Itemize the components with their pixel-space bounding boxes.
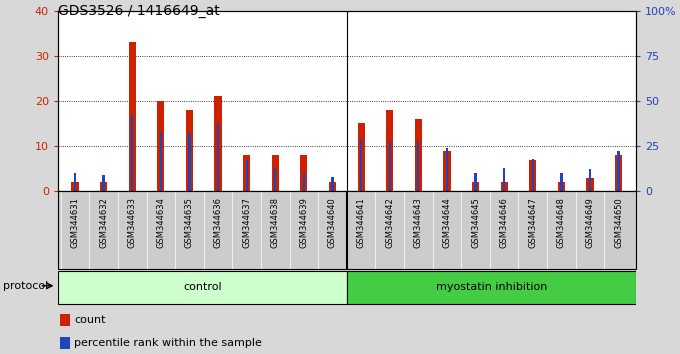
Text: GDS3526 / 1416649_at: GDS3526 / 1416649_at bbox=[58, 4, 220, 18]
Text: GSM344649: GSM344649 bbox=[585, 198, 594, 248]
Text: GSM344643: GSM344643 bbox=[414, 198, 423, 248]
Bar bbox=[503, 168, 505, 191]
Bar bbox=[129, 42, 136, 191]
Bar bbox=[301, 155, 307, 191]
Text: control: control bbox=[183, 282, 222, 292]
Text: GSM344640: GSM344640 bbox=[328, 198, 337, 248]
Text: GSM344633: GSM344633 bbox=[128, 198, 137, 249]
Text: GSM344642: GSM344642 bbox=[386, 198, 394, 248]
Bar bbox=[188, 133, 190, 191]
Text: GSM344635: GSM344635 bbox=[185, 198, 194, 248]
Bar bbox=[360, 139, 362, 191]
Bar bbox=[617, 152, 619, 191]
Bar bbox=[274, 168, 276, 191]
Text: GSM344634: GSM344634 bbox=[156, 198, 165, 248]
Bar bbox=[615, 155, 622, 191]
Bar bbox=[558, 182, 565, 191]
Bar bbox=[586, 178, 594, 191]
Text: GSM344641: GSM344641 bbox=[356, 198, 366, 248]
Text: GSM344648: GSM344648 bbox=[557, 198, 566, 248]
Text: GSM344650: GSM344650 bbox=[614, 198, 623, 248]
Bar bbox=[443, 150, 451, 191]
Bar bbox=[529, 160, 537, 191]
Text: count: count bbox=[75, 315, 106, 325]
Text: GSM344644: GSM344644 bbox=[443, 198, 452, 248]
Text: GSM344646: GSM344646 bbox=[500, 198, 509, 248]
Bar bbox=[272, 155, 279, 191]
Text: GSM344632: GSM344632 bbox=[99, 198, 108, 248]
Bar bbox=[560, 173, 562, 191]
Bar bbox=[347, 271, 636, 304]
Text: GSM344636: GSM344636 bbox=[214, 198, 222, 249]
Bar bbox=[358, 124, 364, 191]
Bar bbox=[61, 314, 70, 326]
Text: GSM344647: GSM344647 bbox=[528, 198, 537, 248]
Text: GSM344638: GSM344638 bbox=[271, 198, 279, 249]
Text: GSM344637: GSM344637 bbox=[242, 198, 251, 249]
Text: percentile rank within the sample: percentile rank within the sample bbox=[75, 338, 262, 348]
Bar bbox=[103, 175, 105, 191]
Bar bbox=[100, 182, 107, 191]
Bar bbox=[131, 115, 133, 191]
Bar bbox=[329, 182, 336, 191]
Bar bbox=[472, 182, 479, 191]
Bar bbox=[214, 96, 222, 191]
Bar bbox=[61, 337, 70, 349]
Bar bbox=[331, 177, 334, 191]
Bar bbox=[58, 271, 347, 304]
Bar bbox=[446, 148, 448, 191]
Bar bbox=[74, 173, 76, 191]
Bar bbox=[245, 160, 248, 191]
Bar bbox=[532, 159, 534, 191]
Text: GSM344645: GSM344645 bbox=[471, 198, 480, 248]
Bar bbox=[475, 173, 477, 191]
Bar bbox=[243, 155, 250, 191]
Text: GSM344631: GSM344631 bbox=[71, 198, 80, 248]
Bar bbox=[418, 142, 420, 191]
Bar bbox=[71, 182, 79, 191]
Bar bbox=[415, 119, 422, 191]
Bar bbox=[386, 110, 393, 191]
Bar bbox=[160, 132, 162, 191]
Bar bbox=[58, 191, 636, 269]
Text: myostatin inhibition: myostatin inhibition bbox=[436, 282, 547, 292]
Bar bbox=[589, 170, 591, 191]
Bar bbox=[217, 122, 219, 191]
Bar bbox=[157, 101, 165, 191]
Bar bbox=[186, 110, 193, 191]
Text: GSM344639: GSM344639 bbox=[299, 198, 308, 248]
Bar bbox=[388, 141, 391, 191]
Text: protocol: protocol bbox=[3, 281, 49, 291]
Bar bbox=[303, 173, 305, 191]
Bar bbox=[500, 182, 508, 191]
